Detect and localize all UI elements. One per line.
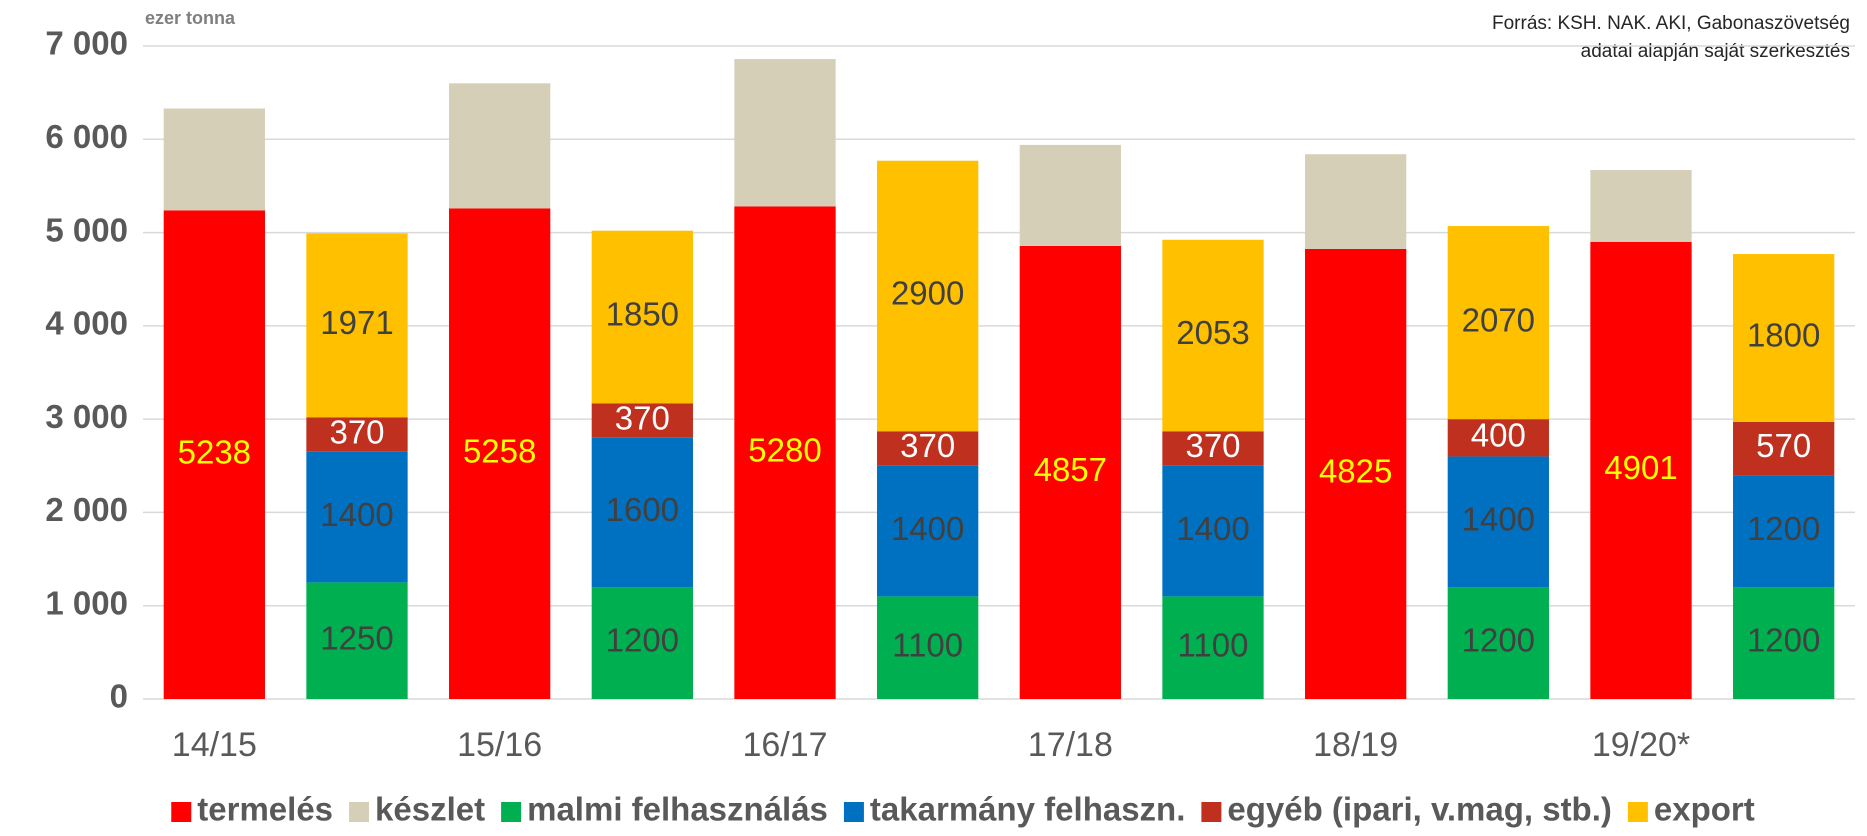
- bar-segment: [591, 230, 693, 404]
- bar-segment: [1305, 154, 1407, 249]
- bar-segment: [1162, 596, 1264, 699]
- bar-segment: [734, 59, 836, 207]
- y-tick-label: 3 000: [45, 398, 128, 435]
- data-label: 1400: [891, 510, 964, 547]
- y-tick-label: 0: [110, 678, 128, 715]
- data-label: 2053: [1176, 314, 1249, 351]
- bar-segment: [449, 208, 551, 699]
- y-tick-label: 2 000: [45, 491, 128, 528]
- data-label: 1100: [1178, 626, 1249, 663]
- legend-swatch: [843, 802, 864, 822]
- bar-segment: [877, 160, 979, 432]
- bar-segment: [306, 233, 408, 418]
- data-label: 2900: [891, 275, 964, 312]
- legend-swatch: [171, 802, 192, 822]
- y-tick-label: 1 000: [45, 584, 128, 621]
- bar-segment: [1447, 456, 1549, 588]
- x-tick-label: 16/17: [742, 726, 827, 764]
- data-label: 1400: [1462, 500, 1535, 537]
- data-label: 370: [1185, 427, 1240, 464]
- data-label: 1850: [606, 296, 679, 333]
- data-label: 4825: [1319, 453, 1392, 490]
- x-tick-label: 14/15: [172, 726, 257, 764]
- bar-segment: [1733, 421, 1835, 476]
- legend-label: takarmány felhaszn.: [870, 791, 1185, 828]
- data-label: 1250: [320, 619, 393, 656]
- bar-segment: [591, 587, 693, 699]
- bar-segment: [1733, 254, 1835, 422]
- bar-segment: [1305, 248, 1407, 699]
- bar-segment: [1590, 170, 1692, 242]
- legend-label: termelés: [197, 791, 333, 828]
- legend-swatch: [1627, 802, 1648, 822]
- bar-segment: [1162, 431, 1264, 466]
- legend-label: egyéb (ipari, v.mag, stb.): [1227, 791, 1611, 828]
- bar-segment: [306, 582, 408, 699]
- source-note: Forrás: KSH. NAK. AKI, Gabonaszövetség: [1492, 13, 1850, 34]
- y-tick-label: 7 000: [45, 25, 128, 62]
- bar-segment: [1447, 226, 1549, 420]
- bar-segment: [591, 437, 693, 588]
- legend-label: malmi felhasználás: [527, 791, 828, 828]
- bar-segment: [306, 451, 408, 583]
- data-label: 2070: [1462, 301, 1535, 338]
- bar-segment: [734, 206, 836, 700]
- data-label: 370: [900, 427, 955, 464]
- bar-segment: [163, 210, 265, 699]
- data-label: 5238: [178, 433, 251, 470]
- data-label: 1200: [1747, 510, 1820, 547]
- bar-segment: [877, 465, 979, 597]
- y-tick-label: 5 000: [45, 211, 128, 248]
- data-label: 5258: [463, 432, 536, 469]
- data-label: 400: [1471, 417, 1526, 454]
- data-label: 370: [329, 413, 384, 450]
- data-label: 4857: [1034, 451, 1107, 488]
- data-label: 1971: [320, 304, 393, 341]
- bar-segment: [1447, 587, 1549, 699]
- x-tick-label: 15/16: [457, 726, 542, 764]
- bar-segment: [1162, 239, 1264, 432]
- data-label: 1600: [606, 491, 679, 528]
- bar-segment: [1447, 419, 1549, 457]
- y-tick-label: 6 000: [45, 118, 128, 155]
- data-label: 1200: [1747, 622, 1820, 659]
- bar-segment: [1733, 587, 1835, 699]
- bar-segment: [1019, 245, 1121, 699]
- bar-segment: [163, 108, 265, 211]
- data-label: 370: [615, 399, 670, 436]
- source-note: adatai alapján saját szerkesztés: [1581, 41, 1850, 62]
- x-tick-label: 17/18: [1028, 726, 1113, 764]
- bar-segment: [877, 596, 979, 699]
- legend-swatch: [501, 802, 522, 822]
- x-tick-label: 18/19: [1313, 726, 1398, 764]
- data-label: 1400: [320, 496, 393, 533]
- bar-segment: [1019, 144, 1121, 246]
- data-label: 1100: [892, 626, 963, 663]
- legend-label: export: [1654, 791, 1755, 828]
- data-label: 5280: [748, 431, 821, 468]
- data-label: 1200: [1462, 622, 1535, 659]
- data-label: 1400: [1176, 510, 1249, 547]
- data-label: 1200: [606, 622, 679, 659]
- bar-segment: [1733, 475, 1835, 588]
- legend-label: készlet: [375, 791, 485, 828]
- bar-segment: [1590, 241, 1692, 700]
- bar-segment: [591, 403, 693, 438]
- unit-label: ezer tonna: [145, 8, 236, 28]
- bar-segment: [877, 431, 979, 466]
- x-tick-label: 19/20*: [1592, 726, 1690, 764]
- legend-swatch: [349, 802, 370, 822]
- bar-segment: [306, 417, 408, 452]
- data-label: 4901: [1604, 449, 1677, 486]
- bar-segment: [449, 83, 551, 209]
- y-tick-label: 4 000: [45, 305, 128, 342]
- data-label: 1800: [1747, 317, 1820, 354]
- legend-swatch: [1201, 802, 1222, 822]
- data-label: 570: [1756, 427, 1811, 464]
- bar-segment: [1162, 465, 1264, 597]
